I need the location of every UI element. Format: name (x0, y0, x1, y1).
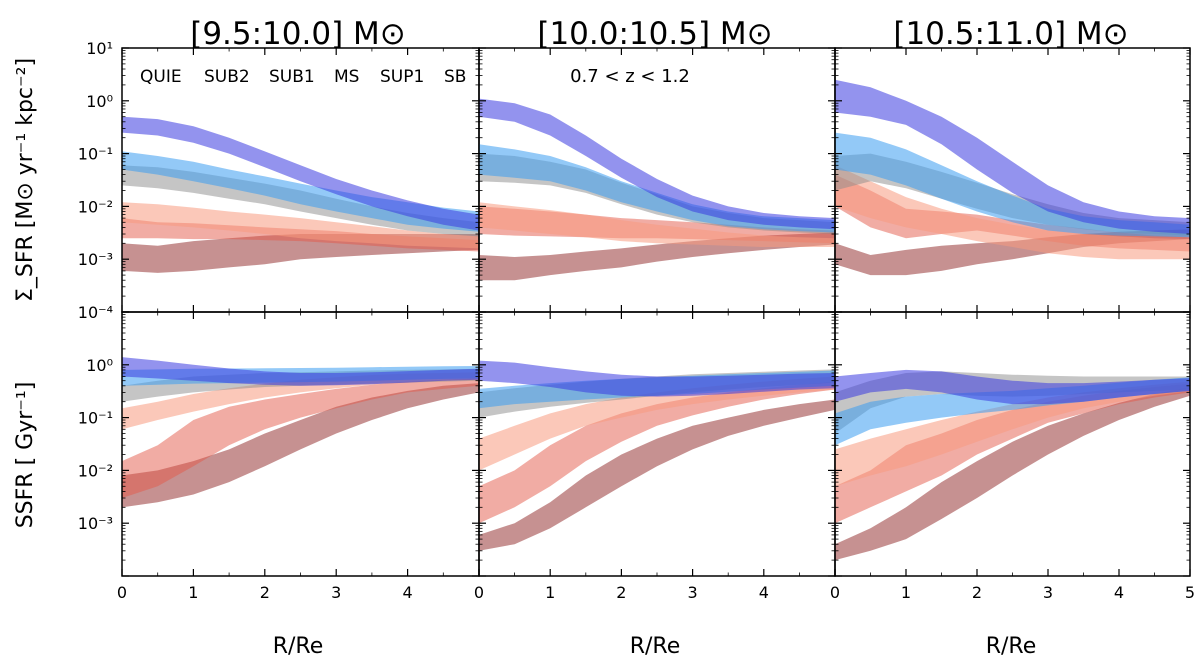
y-tick-label: 10⁰ (86, 92, 113, 111)
y-tick-label: 10⁻³ (78, 250, 113, 269)
panel-bottom-2: 0 1 2 3 4 5 (830, 311, 1195, 602)
band-sb (835, 79, 1190, 234)
band-sb (122, 116, 479, 231)
x-tick-label: 4 (759, 583, 769, 602)
y-tick-label: 10¹ (86, 39, 113, 58)
band-sub1 (122, 202, 479, 249)
band-sub2 (479, 381, 835, 524)
xlabel-2: R/Re (986, 634, 1037, 659)
x-tick-label: 5 (1185, 583, 1195, 602)
band-quie (479, 399, 835, 551)
redshift-annotation: 0.7 < z < 1.2 (570, 66, 690, 87)
band-sub1 (835, 381, 1190, 487)
panel-grid: 10¹ 10⁰ 10⁻¹ 10⁻² 10⁻³ 10⁻⁴ 10⁰ 10⁻¹ 10⁻² 10⁻³ 0 1 2… (78, 39, 1195, 602)
bands-top-1 (479, 98, 835, 281)
bands-bottom-1 (479, 360, 835, 551)
band-sub1 (835, 165, 1190, 260)
band-quie (835, 387, 1190, 561)
panel-top-2 (834, 47, 1191, 313)
x-tick-label: 1 (901, 583, 911, 602)
x-tick-label: 2 (616, 583, 626, 602)
x-tick-label: 0 (117, 583, 127, 602)
x-tick-label: 3 (688, 583, 698, 602)
y-tick-label: 10⁻¹ (78, 409, 113, 428)
legend-entry-sub1: SUB1 (269, 67, 315, 87)
legend-entry-sb: SB (444, 67, 466, 87)
bands-top-2 (835, 79, 1190, 276)
column-title-1: [10.0:10.5] M⊙ (537, 16, 772, 52)
x-tick-label: 3 (331, 583, 341, 602)
y-tick-label: 10⁻⁴ (78, 303, 113, 322)
bands-top-0 (122, 116, 479, 273)
ylabel-bottom: SSFR [ Gyr⁻¹] (13, 382, 38, 529)
band-sup1 (122, 151, 479, 232)
bands-bottom-0 (122, 357, 479, 508)
band-sup1 (835, 132, 1190, 238)
ylabel-top: Σ_SFR [M⊙ yr⁻¹ kpc⁻²] (13, 58, 38, 302)
band-sub2 (122, 378, 479, 498)
x-tick-label: 2 (260, 583, 270, 602)
legend-entry-sup1: SUP1 (380, 67, 424, 87)
xlabel-1: R/Re (630, 634, 681, 659)
xlabel-0: R/Re (273, 634, 324, 659)
y-tick-label: 10⁻¹ (78, 145, 113, 164)
band-sb (835, 369, 1190, 405)
band-quie (122, 383, 479, 508)
panel-bottom-0: 10⁰ 10⁻¹ 10⁻² 10⁻³ 0 1 2 3 4 (78, 311, 480, 602)
bands-bottom-2 (835, 369, 1190, 561)
x-tick-label: 4 (1114, 583, 1124, 602)
x-tick-label: 2 (972, 583, 982, 602)
x-tick-label: 1 (188, 583, 198, 602)
x-tick-label: 3 (1043, 583, 1053, 602)
legend-entry-sub2: SUB2 (204, 67, 250, 87)
band-sb (479, 98, 835, 230)
y-tick-label: 10⁰ (86, 356, 113, 375)
band-sb (122, 357, 479, 386)
legend-entry-quie: QUIE (140, 67, 182, 87)
band-sup1 (479, 144, 835, 233)
y-tick-label: 10⁻² (78, 461, 113, 480)
legend-entry-ms: MS (334, 67, 359, 87)
x-tick-label: 0 (474, 583, 484, 602)
panel-bottom-1: 0 1 2 3 4 (474, 311, 836, 602)
column-title-0: [9.5:10.0] M⊙ (190, 16, 406, 52)
panel-top-1 (478, 47, 836, 313)
x-tick-label: 1 (545, 583, 555, 602)
y-tick-label: 10⁻³ (78, 514, 113, 533)
band-sub1 (479, 202, 835, 247)
column-title-2: [10.5:11.0] M⊙ (893, 16, 1128, 52)
band-sb (479, 360, 835, 397)
x-tick-label: 4 (403, 583, 413, 602)
y-tick-label: 10⁻² (78, 197, 113, 216)
panel-top-0: 10¹ 10⁰ 10⁻¹ 10⁻² 10⁻³ 10⁻⁴ (78, 39, 480, 322)
legend: QUIE SUB2 SUB1 MS SUP1 SB (140, 67, 466, 87)
x-tick-label: 0 (830, 583, 840, 602)
